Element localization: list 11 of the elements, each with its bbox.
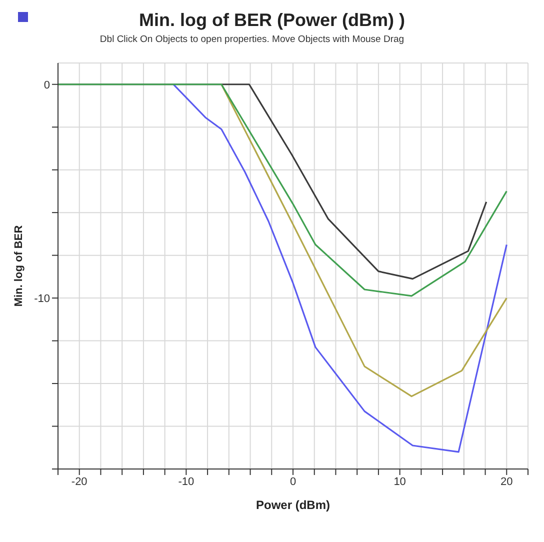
x-tick-label: 20 (500, 476, 513, 488)
x-axis-title: Power (dBm) (256, 498, 330, 512)
x-tick-label: 0 (290, 476, 296, 488)
line-series (220, 84, 508, 398)
x-tick-label: -10 (178, 476, 194, 488)
x-tick-label: 10 (394, 476, 406, 488)
y-axis-title: Min. log of BER (12, 225, 25, 307)
x-tick-label: -20 (71, 476, 88, 488)
chart-title: Min. log of BER (Power (dBm) ) (138, 9, 406, 31)
line-series (172, 84, 508, 453)
chart-subtitle: Dbl Click On Objects to open properties. Move Objects with Mouse Drag (98, 34, 406, 45)
